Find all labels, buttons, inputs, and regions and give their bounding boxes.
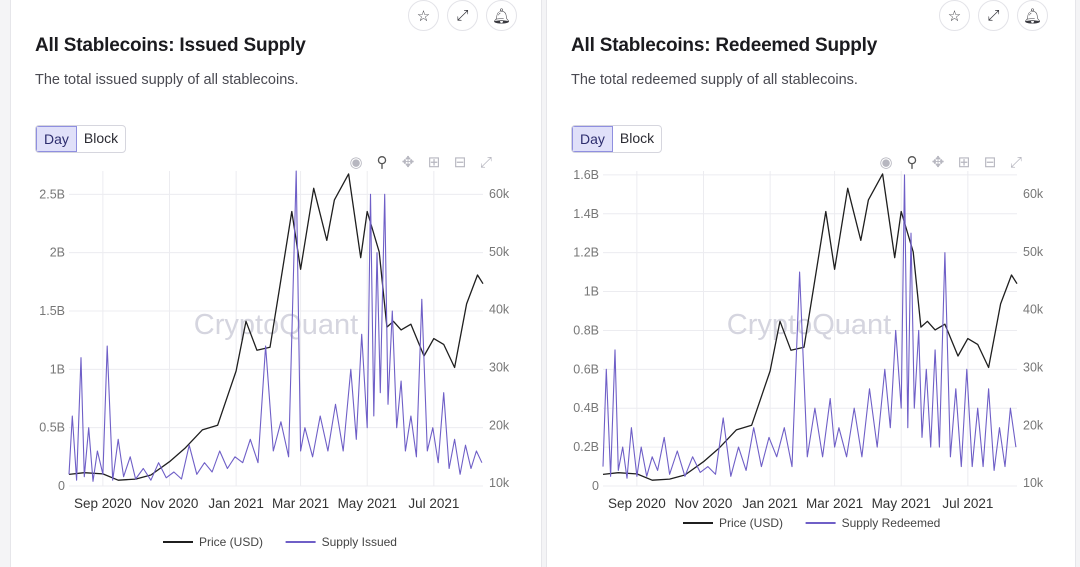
y-left-tick-label: 0.4B xyxy=(573,401,599,415)
y-left-tick-label: 1.2B xyxy=(573,246,599,260)
day-toggle-button[interactable]: Day xyxy=(572,126,613,152)
block-toggle-button[interactable]: Block xyxy=(619,130,655,146)
redeemed-supply-chart[interactable]: Sep 2020 Nov 2020 Jan 2021 Mar 2021 May 2021… xyxy=(547,0,1076,567)
camera-icon[interactable]: ◉ xyxy=(879,154,893,171)
y-right-tick-label: 30k xyxy=(489,361,510,375)
legend-label[interactable]: Price (USD) xyxy=(719,516,783,530)
y-right-tick-label: 10k xyxy=(1023,476,1044,490)
chart-description: The total issued supply of all stablecoi… xyxy=(35,72,299,88)
star-icon[interactable]: ☆ xyxy=(408,0,439,31)
y-left-tick-label: 1B xyxy=(50,362,65,376)
y-right-tick-label: 40k xyxy=(1023,303,1044,317)
x-tick-label: Sep 2020 xyxy=(74,496,132,511)
y-right-tick-label: 20k xyxy=(1023,418,1044,432)
y-left-tick-label: 0.8B xyxy=(573,323,599,337)
y-right-tick-label: 30k xyxy=(1023,361,1044,375)
chart-title: All Stablecoins: Issued Supply xyxy=(35,35,306,56)
chart-title: All Stablecoins: Redeemed Supply xyxy=(571,35,878,56)
chart-description: The total redeemed supply of all stablec… xyxy=(571,72,858,88)
x-tick-label: Jan 2021 xyxy=(742,496,798,511)
y-left-tick-label: 2B xyxy=(50,246,65,260)
legend-label[interactable]: Supply Redeemed xyxy=(842,516,941,530)
legend-label[interactable]: Supply Issued xyxy=(322,535,397,549)
star-icon[interactable]: ☆ xyxy=(939,0,970,31)
chart-modebar: ◉ ⚲ ✥ ⊞ ⊟ ⤢ xyxy=(347,153,495,172)
issued-supply-chart[interactable]: Sep 2020 Nov 2020 Jan 2021 Mar 2021 May 2021… xyxy=(11,0,542,567)
x-tick-label: May 2021 xyxy=(872,496,931,511)
x-tick-label: Mar 2021 xyxy=(272,496,329,511)
zoom-out-icon[interactable]: ⊟ xyxy=(453,154,467,171)
y-left-tick-label: 0.6B xyxy=(573,362,599,376)
zoom-out-icon[interactable]: ⊟ xyxy=(983,154,997,171)
y-right-tick-label: 40k xyxy=(489,303,510,317)
autoscale-icon[interactable]: ⤢ xyxy=(1009,153,1022,171)
bell-icon[interactable]: 🔔︎ xyxy=(1017,0,1048,31)
interval-toggle: Day Block xyxy=(571,125,663,153)
y-right-tick-label: 60k xyxy=(489,187,510,201)
legend-label[interactable]: Price (USD) xyxy=(199,535,263,549)
y-right-tick-label: 20k xyxy=(489,418,510,432)
supply-line xyxy=(68,170,483,482)
y-left-tick-label: 2.5B xyxy=(39,187,65,201)
interval-toggle: Day Block xyxy=(35,125,127,153)
x-tick-label: Nov 2020 xyxy=(141,496,199,511)
x-tick-label: Nov 2020 xyxy=(675,496,733,511)
x-tick-label: Sep 2020 xyxy=(608,496,666,511)
block-toggle-button[interactable]: Block xyxy=(83,130,119,146)
y-left-tick-label: 1.6B xyxy=(573,168,599,182)
y-left-tick-label: 1B xyxy=(584,285,599,299)
y-right-tick-label: 60k xyxy=(1023,187,1044,201)
pan-icon[interactable]: ✥ xyxy=(401,154,415,171)
y-left-tick-label: 0.2B xyxy=(573,440,599,454)
zoom-icon[interactable]: ⚲ xyxy=(376,154,388,171)
y-left-tick-label: 0 xyxy=(58,479,65,493)
day-toggle-button[interactable]: Day xyxy=(36,126,77,152)
camera-icon[interactable]: ◉ xyxy=(349,154,363,171)
chart-card-redeemed: ☆ ⤢ 🔔︎ All Stablecoins: Redeemed Supply … xyxy=(546,0,1076,567)
x-tick-label: Mar 2021 xyxy=(806,496,863,511)
watermark: CryptoQuant xyxy=(194,309,358,341)
y-left-tick-label: 1.5B xyxy=(39,304,65,318)
card-actions: ☆ ⤢ 🔔︎ xyxy=(408,0,517,31)
x-tick-label: May 2021 xyxy=(338,496,397,511)
zoom-icon[interactable]: ⚲ xyxy=(906,154,918,171)
x-tick-label: Jan 2021 xyxy=(208,496,264,511)
y-right-tick-label: 50k xyxy=(489,245,510,259)
x-tick-label: Jul 2021 xyxy=(408,496,459,511)
expand-icon[interactable]: ⤢ xyxy=(447,0,478,31)
y-right-tick-label: 50k xyxy=(1023,245,1044,259)
zoom-in-icon[interactable]: ⊞ xyxy=(957,154,971,171)
y-left-tick-label: 1.4B xyxy=(573,207,599,221)
chart-modebar: ◉ ⚲ ✥ ⊞ ⊟ ⤢ xyxy=(877,153,1025,172)
price-line xyxy=(68,173,484,481)
card-actions: ☆ ⤢ 🔔︎ xyxy=(939,0,1048,31)
autoscale-icon[interactable]: ⤢ xyxy=(479,153,492,171)
x-tick-label: Jul 2021 xyxy=(942,496,993,511)
y-left-tick-label: 0 xyxy=(592,479,599,493)
y-right-tick-label: 10k xyxy=(489,476,510,490)
supply-line xyxy=(602,174,1017,479)
chart-card-issued: ☆ ⤢ 🔔︎ All Stablecoins: Issued Supply Th… xyxy=(10,0,542,567)
zoom-in-icon[interactable]: ⊞ xyxy=(427,154,441,171)
expand-icon[interactable]: ⤢ xyxy=(978,0,1009,31)
y-left-tick-label: 0.5B xyxy=(39,421,65,435)
bell-icon[interactable]: 🔔︎ xyxy=(486,0,517,31)
pan-icon[interactable]: ✥ xyxy=(931,154,945,171)
